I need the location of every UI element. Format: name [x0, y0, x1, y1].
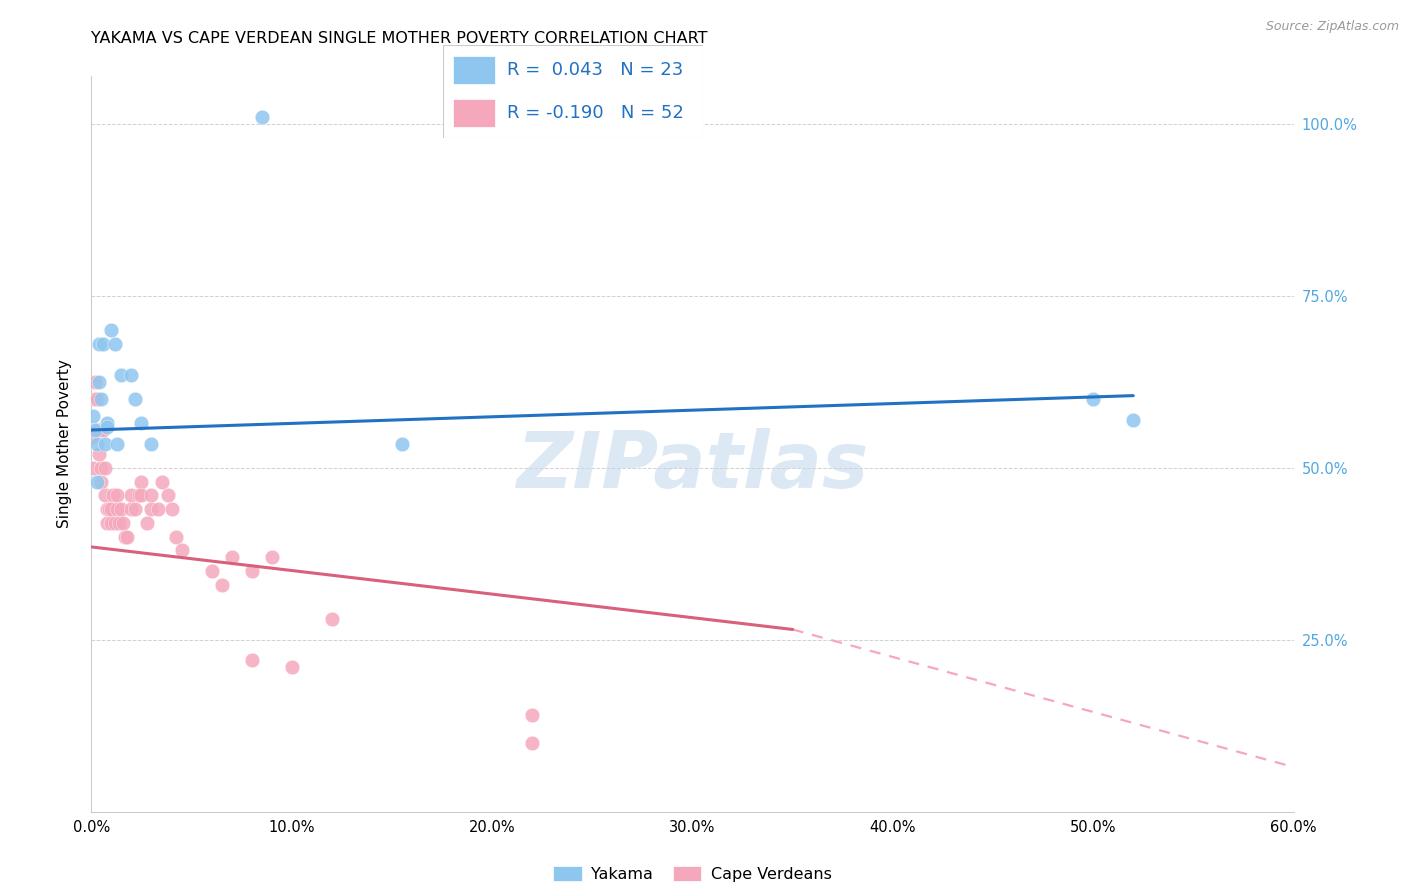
Point — [121, 488, 143, 502]
Point — [107, 502, 129, 516]
Point — [260, 550, 283, 565]
Point — [240, 653, 263, 667]
Point — [131, 488, 153, 502]
Point — [82, 460, 104, 475]
Point — [94, 460, 117, 475]
Text: Source: ZipAtlas.com: Source: ZipAtlas.com — [1265, 20, 1399, 33]
Point — [90, 392, 112, 406]
Point — [114, 530, 136, 544]
Point — [107, 436, 129, 450]
Point — [84, 423, 107, 437]
Point — [93, 337, 115, 351]
Point — [160, 502, 183, 516]
Point — [100, 516, 122, 530]
Point — [96, 416, 118, 430]
Point — [94, 436, 117, 450]
Point — [131, 416, 153, 430]
Point — [1083, 392, 1105, 406]
Point — [221, 550, 243, 565]
Point — [156, 488, 179, 502]
Point — [82, 430, 104, 444]
Point — [117, 530, 139, 544]
Point — [121, 368, 143, 382]
Point — [104, 337, 127, 351]
Point — [100, 323, 122, 337]
Point — [170, 543, 193, 558]
Point — [240, 564, 263, 578]
Point — [201, 564, 224, 578]
Point — [107, 488, 129, 502]
Point — [141, 436, 163, 450]
Point — [165, 530, 187, 544]
Point — [110, 502, 132, 516]
Point — [100, 502, 122, 516]
FancyBboxPatch shape — [453, 99, 495, 127]
Y-axis label: Single Mother Poverty: Single Mother Poverty — [58, 359, 72, 528]
Point — [146, 502, 169, 516]
Point — [391, 436, 413, 450]
Point — [89, 375, 111, 389]
Point — [321, 612, 343, 626]
Point — [89, 423, 111, 437]
Point — [94, 488, 117, 502]
Point — [141, 502, 163, 516]
Point — [136, 516, 159, 530]
Point — [96, 419, 118, 434]
Point — [89, 447, 111, 461]
Point — [141, 488, 163, 502]
Point — [108, 516, 131, 530]
Point — [1122, 413, 1144, 427]
Point — [89, 337, 111, 351]
Point — [211, 578, 233, 592]
Point — [121, 502, 143, 516]
Point — [86, 392, 108, 406]
Point — [131, 475, 153, 489]
Point — [96, 516, 118, 530]
Text: YAKAMA VS CAPE VERDEAN SINGLE MOTHER POVERTY CORRELATION CHART: YAKAMA VS CAPE VERDEAN SINGLE MOTHER POV… — [91, 31, 707, 46]
Point — [522, 708, 544, 723]
Text: R =  0.043   N = 23: R = 0.043 N = 23 — [506, 61, 683, 78]
Point — [112, 516, 135, 530]
Point — [150, 475, 173, 489]
Point — [82, 409, 104, 424]
Point — [84, 375, 107, 389]
Point — [110, 368, 132, 382]
Point — [128, 488, 150, 502]
Text: R = -0.190   N = 52: R = -0.190 N = 52 — [506, 104, 683, 122]
Point — [104, 516, 127, 530]
Point — [86, 475, 108, 489]
Point — [96, 502, 118, 516]
Point — [84, 392, 107, 406]
Point — [124, 502, 146, 516]
Point — [90, 475, 112, 489]
FancyBboxPatch shape — [443, 45, 703, 138]
Point — [103, 488, 125, 502]
Point — [90, 460, 112, 475]
Point — [86, 436, 108, 450]
Point — [124, 392, 146, 406]
Point — [86, 423, 108, 437]
FancyBboxPatch shape — [453, 56, 495, 84]
Point — [93, 423, 115, 437]
Legend: Yakama, Cape Verdeans: Yakama, Cape Verdeans — [547, 860, 838, 888]
Point — [281, 660, 304, 674]
Point — [250, 110, 273, 124]
Point — [522, 736, 544, 750]
Text: ZIPatlas: ZIPatlas — [516, 428, 869, 504]
Point — [98, 502, 121, 516]
